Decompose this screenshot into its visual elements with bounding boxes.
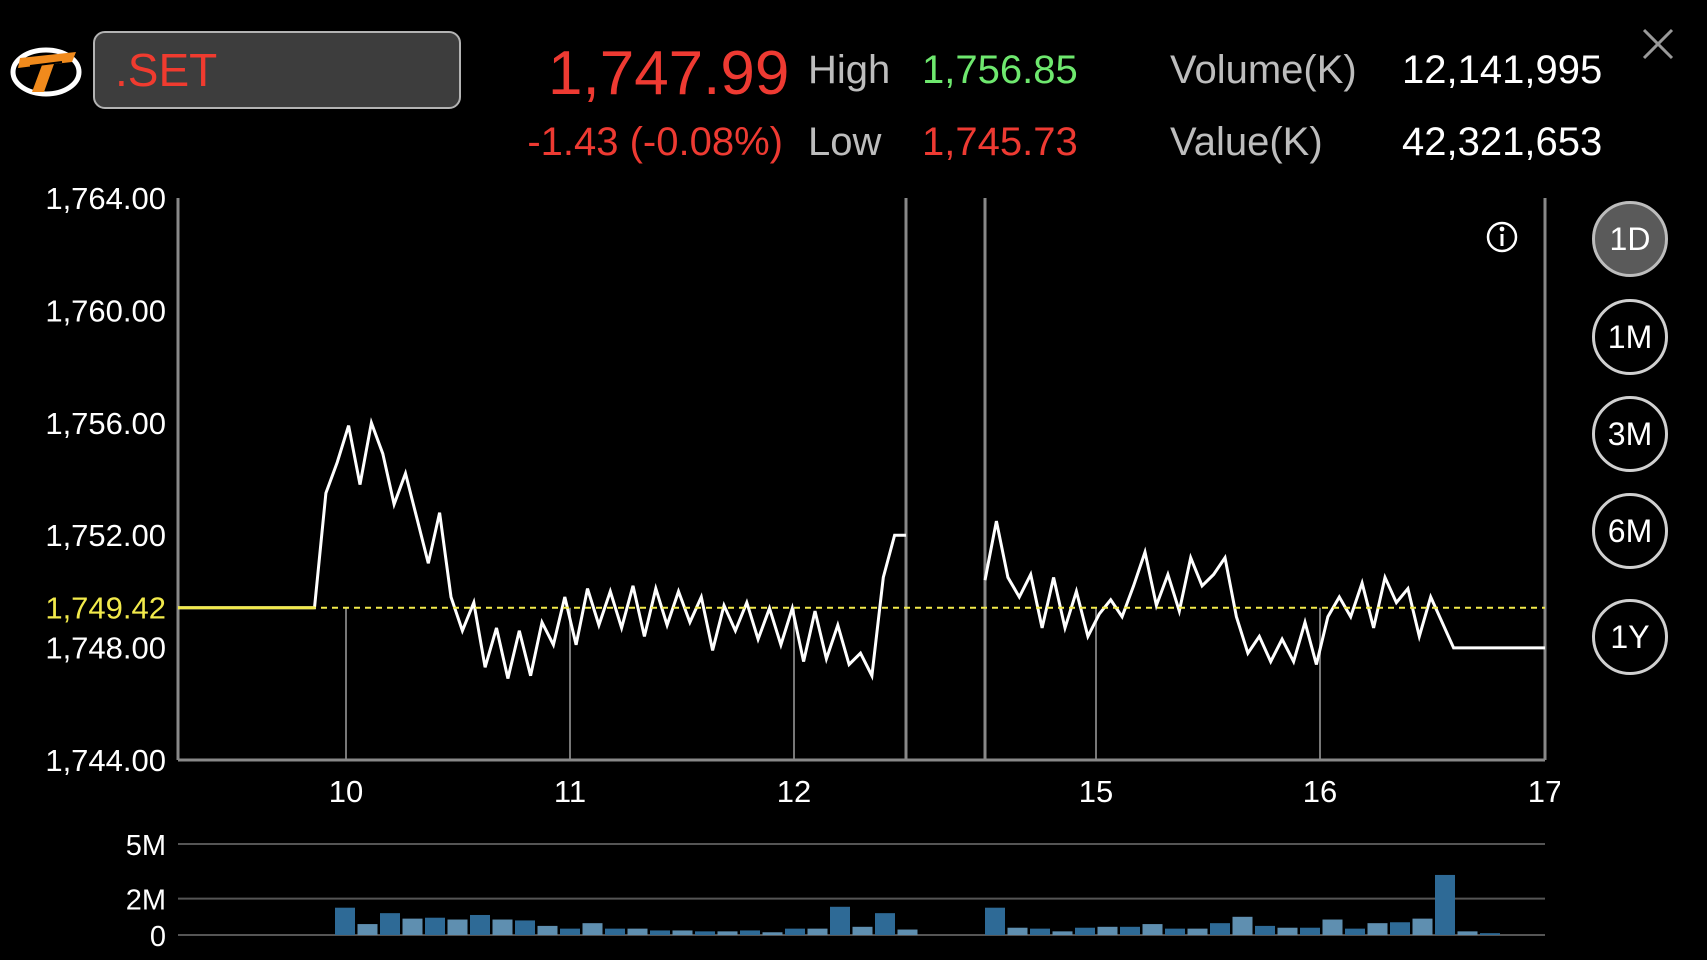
range-label: 1M: [1607, 318, 1653, 355]
volume-bar: [1277, 927, 1298, 935]
y-tick-label: 1,764.00: [45, 181, 166, 216]
range-button-1d[interactable]: 1D: [1592, 201, 1668, 277]
volume-bar: [897, 929, 918, 935]
volume-bar: [1007, 927, 1028, 935]
logo-icon: [10, 47, 82, 97]
x-tick-label: 11: [554, 774, 586, 809]
range-label: 1D: [1609, 220, 1651, 257]
volume-bar: [357, 924, 378, 935]
volume-tick-label: 2M: [126, 885, 166, 917]
value-value: 42,321,653: [1402, 120, 1603, 164]
range-button-1m[interactable]: 1M: [1592, 299, 1668, 375]
volume-bar: [1075, 927, 1095, 935]
volume-bar: [1187, 928, 1208, 935]
volume-bar: [672, 930, 693, 935]
volume-bar: [785, 928, 805, 935]
volume-bar: [740, 930, 760, 935]
volume-bar: [537, 925, 558, 935]
volume-bar: [515, 920, 535, 935]
range-button-1y[interactable]: 1Y: [1592, 599, 1668, 675]
volume-bar: [1210, 923, 1230, 935]
volume-bar: [762, 932, 783, 935]
volume-value: 12,141,995: [1402, 48, 1603, 92]
y-tick-label: 1,756.00: [45, 406, 166, 441]
volume-bar: [1322, 919, 1343, 935]
y-tick-label: 1,744.00: [45, 743, 166, 778]
volume-bar: [1120, 926, 1140, 935]
x-tick-label: 12: [777, 774, 811, 809]
volume-bar: [1030, 928, 1050, 935]
symbol-text: .SET: [115, 44, 218, 96]
volume-label: Volume(K): [1170, 48, 1357, 92]
range-label: 6M: [1607, 512, 1653, 549]
last-price: 1,747.99: [548, 39, 790, 108]
volume-bar: [695, 931, 715, 935]
volume-bar: [1052, 931, 1073, 935]
volume-tick-label: 5M: [126, 830, 166, 862]
volume-bar: [492, 919, 513, 935]
volume-bar: [1435, 874, 1455, 935]
price-change: -1.43 (-0.08%): [527, 120, 783, 164]
x-tick-label: 17: [1528, 774, 1560, 809]
range-button-6m[interactable]: 6M: [1592, 493, 1668, 569]
volume-bar: [1412, 918, 1433, 935]
volume-bar: [380, 913, 400, 935]
price-chart[interactable]: 1,764.00 1,760.00 1,756.00 1,752.00 1,748.00…: [0, 170, 1560, 810]
volume-bar: [985, 907, 1005, 935]
range-label: 1Y: [1610, 618, 1650, 655]
range-label: 3M: [1607, 415, 1653, 452]
prev-close-label: 1,749.42: [45, 591, 166, 626]
volume-bar: [627, 928, 648, 935]
low-value: 1,745.73: [922, 120, 1078, 164]
x-tick-label: 16: [1303, 774, 1337, 809]
volume-bar: [1300, 927, 1320, 935]
volume-bar: [605, 928, 625, 935]
y-tick-label: 1,748.00: [45, 631, 166, 666]
symbol-input[interactable]: .SET: [93, 31, 461, 109]
price-line-day2: [983, 520, 1545, 666]
y-tick-label: 1,760.00: [45, 293, 166, 328]
volume-bar: [830, 906, 850, 935]
high-value: 1,756.85: [922, 48, 1078, 92]
range-button-3m[interactable]: 3M: [1592, 396, 1668, 472]
volume-bar: [1255, 925, 1275, 935]
low-label: Low: [808, 120, 882, 164]
price-line-day1: [178, 417, 906, 681]
volume-bar: [425, 917, 445, 935]
volume-bar: [470, 914, 490, 935]
volume-bar: [875, 913, 895, 935]
volume-bar: [807, 928, 828, 935]
value-label: Value(K): [1170, 120, 1323, 164]
volume-bar: [1480, 933, 1500, 935]
volume-bar: [1165, 928, 1185, 935]
info-icon[interactable]: [1486, 221, 1518, 253]
x-tick-label: 10: [329, 774, 363, 809]
volume-bar: [1457, 931, 1478, 935]
volume-bar: [717, 931, 738, 935]
volume-bar: [1345, 928, 1365, 935]
volume-chart[interactable]: 5M 2M 0: [0, 820, 1560, 960]
volume-bar: [560, 928, 580, 935]
volume-bar: [852, 926, 873, 935]
volume-bar: [335, 907, 355, 935]
volume-tick-label: 0: [150, 921, 166, 953]
volume-bar: [1232, 916, 1253, 935]
volume-bar: [650, 930, 670, 935]
volume-bar: [447, 919, 468, 935]
volume-bar: [582, 923, 603, 935]
volume-bar: [1390, 922, 1410, 935]
high-label: High: [808, 48, 891, 92]
volume-bar: [402, 918, 423, 935]
x-tick-label: 15: [1079, 774, 1113, 809]
volume-bar: [1097, 926, 1118, 935]
volume-bar: [1367, 923, 1388, 935]
y-tick-label: 1,752.00: [45, 518, 166, 553]
volume-bar: [1142, 924, 1163, 935]
close-icon[interactable]: [1640, 26, 1676, 62]
